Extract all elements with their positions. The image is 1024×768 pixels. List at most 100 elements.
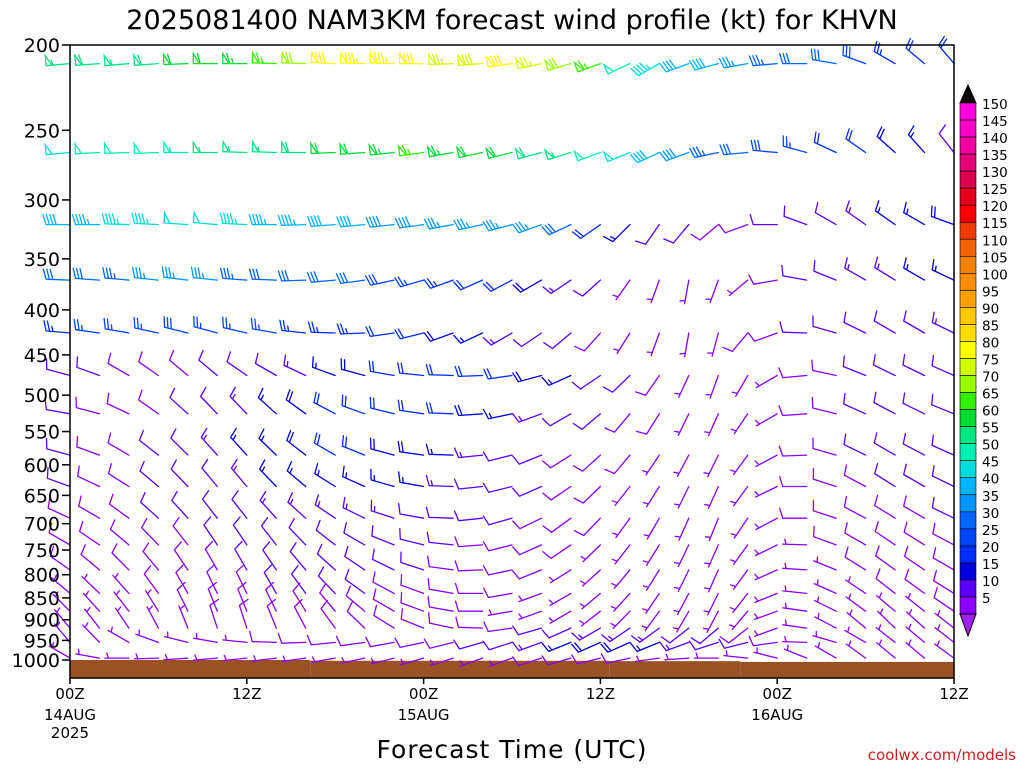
wind-barb — [397, 399, 425, 415]
wind-barb — [610, 610, 631, 630]
wind-barb — [843, 433, 867, 456]
wind-barb — [689, 146, 719, 159]
wind-barb — [82, 590, 101, 612]
wind-barb — [453, 332, 484, 344]
wind-barb — [340, 657, 366, 664]
wind-barb — [173, 541, 189, 571]
wind-barb — [512, 454, 543, 465]
wind-barb — [571, 627, 602, 641]
wind-barb — [903, 257, 926, 281]
wind-barb — [730, 413, 749, 435]
wind-barb — [845, 128, 867, 154]
plot-frame — [69, 44, 955, 679]
colorbar-swatch — [959, 324, 977, 342]
wind-barb — [542, 485, 572, 501]
colorbar-swatch — [959, 255, 977, 274]
wind-barb — [201, 458, 218, 488]
colorbar-swatch — [959, 477, 977, 496]
wind-barb — [131, 266, 160, 281]
wind-barb — [423, 331, 454, 342]
wind-barb — [635, 223, 660, 245]
wind-barb — [163, 316, 189, 334]
wind-barb — [82, 622, 101, 644]
wind-barb — [319, 583, 336, 612]
wind-barb — [659, 59, 690, 73]
wind-barb — [705, 374, 719, 399]
colorbar-legend: 1501451401351301251201151101051009590858… — [959, 83, 1008, 638]
wind-barb — [541, 627, 572, 639]
pressure-tick-label: 450 — [24, 345, 60, 367]
wind-barb — [672, 610, 690, 633]
wind-barb — [512, 221, 543, 234]
wind-barb — [114, 606, 130, 629]
wind-barb — [543, 57, 572, 71]
wind-barb — [718, 56, 749, 69]
wind-barb — [371, 524, 395, 546]
wind-barb — [875, 624, 896, 644]
wind-barb — [518, 592, 543, 603]
colorbar-label: 100 — [982, 267, 1008, 283]
pressure-tick-label: 250 — [24, 120, 60, 142]
wind-barb — [604, 454, 631, 475]
wind-barb — [931, 434, 955, 456]
wind-barb — [192, 140, 218, 154]
wind-barb — [812, 525, 837, 546]
wind-barb — [339, 141, 366, 155]
time-tick-sublabel: 14AUG — [44, 706, 96, 724]
wind-barb — [258, 459, 277, 488]
wind-barb — [287, 492, 307, 519]
wind-barb — [106, 392, 130, 415]
wind-barb — [365, 215, 395, 228]
colorbar-swatch — [959, 102, 977, 121]
wind-barb — [372, 588, 395, 612]
wind-barb — [602, 374, 631, 393]
wind-barb — [778, 445, 808, 457]
wind-barb — [265, 581, 277, 612]
wind-barb — [342, 496, 366, 519]
wind-barb — [135, 629, 160, 644]
wind-barb — [753, 610, 778, 621]
wind-barb — [81, 573, 101, 595]
colorbar-swatch — [959, 596, 977, 615]
wind-barb — [518, 610, 543, 621]
wind-barb — [748, 54, 778, 67]
wind-barb — [573, 60, 602, 73]
wind-barb — [541, 374, 572, 386]
colorbar-swatch — [959, 375, 977, 393]
pressure-tick-label: 1000 — [12, 650, 60, 672]
colorbar-swatch — [959, 119, 977, 138]
wind-barb — [674, 374, 690, 398]
wind-barb — [231, 490, 248, 519]
wind-barb — [812, 437, 837, 456]
wind-barb — [542, 454, 572, 469]
wind-barb — [646, 279, 660, 304]
wind-barb — [292, 582, 307, 612]
wind-barb — [902, 432, 926, 456]
wind-barb — [704, 413, 719, 437]
pressure-tick-label: 200 — [24, 35, 60, 57]
wind-barb — [843, 464, 867, 488]
wind-barb — [783, 205, 808, 226]
wind-barb — [938, 124, 955, 154]
wind-barb — [428, 612, 454, 629]
wind-barb — [679, 279, 690, 305]
pressure-tick-label: 500 — [24, 385, 60, 407]
wind-barb — [641, 610, 660, 632]
wind-barb — [400, 608, 425, 629]
wind-barb — [612, 517, 631, 539]
wind-barb — [514, 56, 543, 70]
colorbar-label: 75 — [982, 353, 999, 369]
wind-barb — [306, 634, 336, 646]
wind-barb — [423, 638, 454, 649]
wind-barb — [454, 536, 484, 548]
wind-barb — [46, 467, 71, 488]
colorbar-swatch — [959, 562, 977, 581]
wind-barb — [293, 598, 307, 629]
wind-barb — [310, 656, 336, 663]
wind-barb — [482, 515, 513, 526]
wind-barb — [812, 499, 837, 519]
wind-barb — [42, 268, 71, 281]
wind-barb — [78, 520, 101, 546]
colorbar-swatch — [959, 426, 977, 444]
wind-barb — [931, 311, 955, 334]
